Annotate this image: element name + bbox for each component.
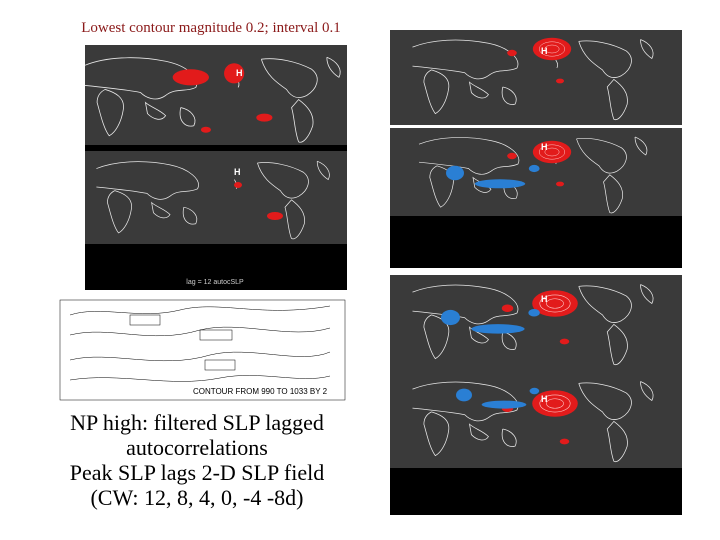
lag-label: lag = 12 autocSLP: [186, 279, 244, 286]
map-panel: H: [390, 30, 682, 125]
map-panel: H: [390, 275, 682, 370]
caption-line: NP high: filtered SLP lagged: [70, 410, 324, 435]
caption-line: (CW: 12, 8, 4, 0, -4 -8d): [90, 485, 303, 510]
map-panel: H: [390, 370, 682, 515]
contour-map: CONTOUR FROM 990 TO 1033 BY 2: [59, 299, 346, 401]
high-marker: H: [541, 46, 548, 56]
slide-title: Lowest contour magnitude 0.2; interval 0…: [81, 20, 341, 36]
caption-line: Peak SLP lags 2-D SLP field: [70, 460, 324, 485]
high-marker: H: [541, 394, 548, 404]
contour-label: CONTOUR FROM 990 TO 1033 BY 2: [193, 387, 328, 396]
high-marker: H: [541, 294, 548, 304]
map-panel: H lag = 12 autocSLP: [85, 145, 347, 290]
high-marker: H: [541, 142, 548, 152]
high-marker: H: [234, 167, 241, 177]
map-panel: H: [390, 128, 682, 268]
map-panel: H: [85, 45, 347, 150]
high-marker: H: [236, 68, 243, 78]
caption-line: autocorrelations: [126, 435, 268, 460]
